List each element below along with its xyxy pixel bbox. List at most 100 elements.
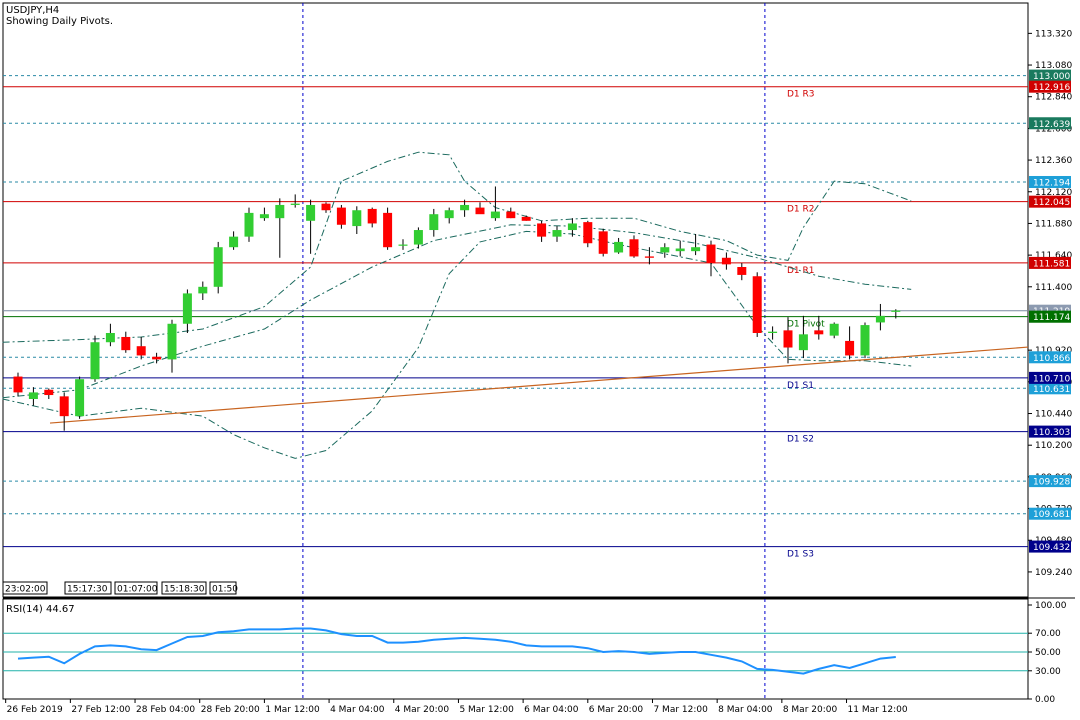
rsi-tick-label-2: 50.00 [1035, 648, 1061, 658]
candle-body-41 [644, 256, 654, 258]
chart-symbol-label: USDJPY,H4 [6, 5, 59, 16]
rsi-tick-label-4: 0.00 [1035, 695, 1055, 705]
candle-body-13 [213, 247, 223, 287]
dotted-level-tag-4-bg [1029, 382, 1071, 395]
dotted-level-tag-2: 112.194 [1033, 178, 1070, 188]
candle-body-0 [13, 376, 23, 393]
dotted-level-tag-3: 110.866 [1033, 354, 1070, 364]
time-tick-label-1: 27 Feb 12:00 [71, 705, 130, 715]
dotted-level-tag-1-bg [1029, 117, 1071, 130]
candle-body-25 [398, 244, 408, 246]
candle-body-18 [290, 203, 300, 205]
candle-body-14 [229, 236, 239, 248]
pivot-label-3: D1 Pivot [787, 320, 825, 330]
time-label-2: 01:07:00 [117, 585, 158, 595]
dotted-level-tag-3-bg [1029, 351, 1071, 364]
price-tick-label-8: 111.400 [1035, 283, 1072, 293]
candle-body-23 [367, 208, 377, 224]
dotted-level-tag-6-bg [1029, 507, 1071, 520]
pivot-tag-4-bg [1029, 371, 1071, 384]
candle-body-7 [121, 336, 131, 351]
middle-band-line [2, 224, 912, 399]
price-tick-label-0: 113.320 [1035, 29, 1072, 39]
rsi-title: RSI(14) 44.67 [6, 604, 75, 615]
pivot-tag-top-bg [1029, 310, 1071, 323]
dotted-level-tag-6: 109.681 [1033, 510, 1070, 520]
candle-body-1 [28, 392, 38, 399]
pivot-tag-0-bg [1029, 80, 1071, 93]
chart-subtitle: Showing Daily Pivots. [6, 16, 113, 27]
pivot-tag-2: 111.581 [1033, 259, 1070, 269]
pivot-tag-5: 110.303 [1033, 428, 1070, 438]
dotted-level-tag-1: 112.639 [1033, 120, 1070, 130]
candle-body-27 [429, 214, 439, 231]
time-tick-label-7: 5 Mar 12:00 [459, 705, 514, 715]
candle-body-42 [660, 247, 670, 253]
pivot-tag-6-bg [1029, 540, 1071, 553]
time-label-box-3 [161, 581, 207, 595]
pivot-tag-top: 111.174 [1033, 313, 1070, 323]
candle-body-5 [90, 342, 100, 380]
rsi-tick-label-1: 70.00 [1035, 629, 1061, 639]
time-tick-label-8: 6 Mar 04:00 [524, 705, 579, 715]
candle-body-33 [521, 216, 531, 221]
rsi-tick-label-0: 100.00 [1035, 601, 1067, 611]
rsi-tick-label-3: 30.00 [1035, 667, 1061, 677]
vertical-separators [302, 3, 766, 699]
time-axis: 26 Feb 2019 27 Feb 12:00 28 Feb 04:00 28 Fe… [5, 699, 908, 715]
candle-body-39 [614, 241, 624, 253]
pivot-tag-6: 109.432 [1033, 543, 1070, 553]
candle-body-28 [444, 210, 454, 219]
rsi-indicator [3, 627, 1028, 675]
bollinger-bands [2, 151, 912, 459]
candle-body-12 [198, 286, 208, 294]
candle-body-56 [875, 315, 885, 323]
candle-body-32 [506, 211, 516, 219]
support-trendline [49, 346, 1029, 424]
time-tick-label-0: 26 Feb 2019 [7, 705, 63, 715]
price-tick-label-11: 110.440 [1035, 410, 1072, 420]
time-label-box-1 [64, 581, 112, 595]
candle-body-24 [383, 212, 393, 248]
price-tick-label-2: 112.840 [1035, 93, 1072, 103]
price-tick-label-5: 112.120 [1035, 188, 1072, 198]
price-axis: 113.320 113.080 112.840 112.600 112.360 112.1… [1028, 29, 1072, 578]
time-tick-label-12: 8 Mar 20:00 [783, 705, 838, 715]
price-tags: 113.000 112.639 112.194 110.866 110.631 109.9… [1029, 69, 1071, 553]
dotted-level-tag-5: 109.928 [1033, 478, 1070, 488]
candle-body-4 [75, 379, 85, 417]
time-label-box-2 [114, 581, 158, 595]
candle-body-11 [182, 293, 192, 324]
candle-body-53 [829, 323, 839, 336]
candle-body-57 [891, 310, 901, 312]
upper-band-line [2, 151, 912, 343]
dotted-level-tag-4: 110.631 [1033, 385, 1070, 395]
price-tick-label-3: 112.600 [1035, 124, 1072, 134]
candle-body-36 [567, 223, 577, 231]
lower-band-line [2, 230, 912, 459]
candle-body-2 [44, 389, 54, 396]
pivot-tag-4: 110.710 [1033, 374, 1070, 384]
time-label-4: 01:50 [212, 585, 238, 595]
time-tick-label-4: 1 Mar 12:00 [265, 705, 320, 715]
price-tick-label-16: 109.240 [1035, 568, 1072, 578]
candle-body-17 [275, 204, 285, 219]
candle-body-3 [59, 396, 69, 417]
pivot-tag-2-bg [1029, 256, 1071, 269]
candle-body-54 [845, 340, 855, 356]
candlesticks [13, 186, 901, 431]
price-tick-label-12: 110.200 [1035, 441, 1072, 451]
candle-body-47 [737, 267, 747, 275]
candle-body-43 [675, 248, 685, 252]
candle-body-6 [105, 333, 115, 343]
time-label-0: 23:02:00 [5, 585, 46, 595]
trendline [49, 346, 1029, 424]
pivot-tag-1: 112.045 [1033, 198, 1070, 208]
candle-body-50 [783, 330, 793, 348]
time-label-box-0 [2, 581, 48, 595]
time-label-box-4 [209, 581, 237, 595]
candle-body-52 [814, 330, 824, 335]
candle-body-26 [413, 230, 423, 245]
